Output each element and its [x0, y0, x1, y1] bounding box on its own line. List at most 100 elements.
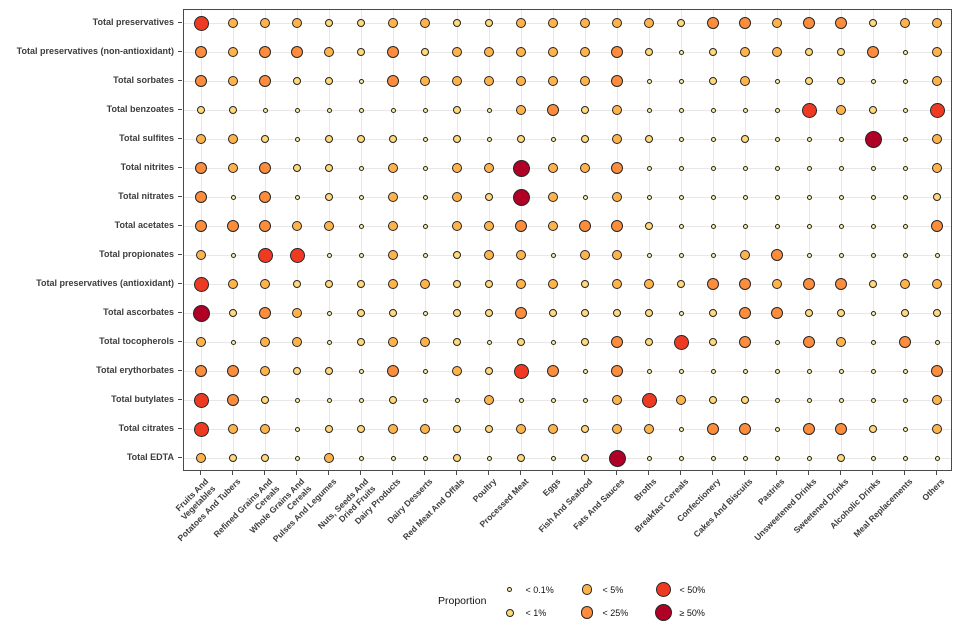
bubble	[770, 306, 784, 320]
gridline	[184, 429, 951, 430]
legend-dot-icon	[655, 604, 673, 621]
bubble	[710, 136, 716, 142]
bubble	[389, 396, 397, 404]
bubble	[835, 336, 847, 348]
legend-column: < 50% ≥ 50%	[654, 578, 721, 624]
bubble	[454, 397, 460, 403]
x-axis-tick	[360, 471, 361, 475]
gridline	[585, 10, 586, 470]
bubble	[451, 162, 463, 174]
bubble	[259, 336, 271, 348]
bubble	[453, 425, 461, 433]
bubble	[547, 191, 559, 203]
bubble	[742, 165, 748, 171]
bubble	[806, 136, 812, 142]
bubble	[742, 223, 748, 229]
gridline	[184, 400, 951, 401]
bubble	[195, 133, 207, 145]
bubble	[325, 19, 333, 27]
bubble	[869, 280, 877, 288]
bubble	[774, 397, 780, 403]
y-axis-label: Total ascorbates	[103, 307, 174, 317]
bubble	[291, 336, 303, 348]
gridline	[809, 10, 810, 470]
bubble	[293, 164, 301, 172]
bubble	[677, 19, 685, 27]
bubble	[870, 252, 876, 258]
bubble	[229, 454, 237, 462]
bubble	[579, 46, 591, 58]
bubble	[870, 78, 876, 84]
bubble	[514, 219, 528, 233]
bubble	[386, 364, 400, 378]
bubble	[774, 426, 780, 432]
legend-label: ≥ 50%	[679, 607, 705, 618]
bubble	[611, 278, 623, 290]
legend-item: < 0.1%	[500, 578, 567, 601]
bubble	[358, 368, 364, 374]
bubble	[706, 277, 720, 291]
bubble	[422, 310, 428, 316]
bubble	[899, 278, 911, 290]
bubble	[227, 46, 239, 58]
bubble	[933, 309, 941, 317]
bubble	[709, 77, 717, 85]
x-axis-tick	[296, 471, 297, 475]
bubble	[678, 78, 684, 84]
bubble	[325, 135, 333, 143]
bubble	[709, 48, 717, 56]
y-axis-label: Total sulfites	[119, 133, 174, 143]
y-axis-tick	[178, 80, 182, 81]
legend-item: < 5%	[577, 578, 644, 601]
bubble	[581, 454, 589, 462]
bubble	[387, 336, 399, 348]
bubble	[802, 422, 816, 436]
bubble	[802, 335, 816, 349]
bubble	[645, 309, 653, 317]
legend-label: < 1%	[525, 607, 547, 618]
x-axis-tick	[712, 471, 713, 475]
bubble	[485, 19, 493, 27]
bubble	[646, 368, 652, 374]
bubble	[930, 219, 944, 233]
bubble	[646, 455, 652, 461]
bubble	[227, 133, 239, 145]
gridline	[184, 23, 951, 24]
legend-dot-icon	[581, 584, 593, 595]
bubble	[230, 252, 236, 258]
bubble	[326, 107, 332, 113]
legend-column: < 5% < 25%	[577, 578, 644, 624]
gridline	[265, 10, 266, 470]
gridline	[841, 10, 842, 470]
bubble	[194, 45, 208, 59]
bubble	[258, 219, 272, 233]
bubble	[710, 165, 716, 171]
bubble	[806, 194, 812, 200]
gridline	[184, 168, 951, 169]
bubble	[870, 455, 876, 461]
bubble	[389, 135, 397, 143]
bubble	[453, 309, 461, 317]
bubble	[358, 194, 364, 200]
bubble	[710, 368, 716, 374]
bubble	[774, 136, 780, 142]
bubble	[774, 223, 780, 229]
bubble	[869, 425, 877, 433]
bubble	[709, 396, 717, 404]
bubble	[774, 107, 780, 113]
x-axis-tick	[936, 471, 937, 475]
bubble	[608, 449, 626, 467]
bubble	[870, 223, 876, 229]
bubble	[485, 193, 493, 201]
bubble	[387, 162, 399, 174]
bubble	[293, 280, 301, 288]
bubble	[581, 106, 589, 114]
bubble	[547, 162, 559, 174]
bubble	[774, 165, 780, 171]
bubble	[898, 335, 912, 349]
bubble	[515, 104, 527, 116]
bubble	[358, 455, 364, 461]
x-axis-tick	[520, 471, 521, 475]
bubble	[934, 455, 940, 461]
bubble	[294, 426, 300, 432]
